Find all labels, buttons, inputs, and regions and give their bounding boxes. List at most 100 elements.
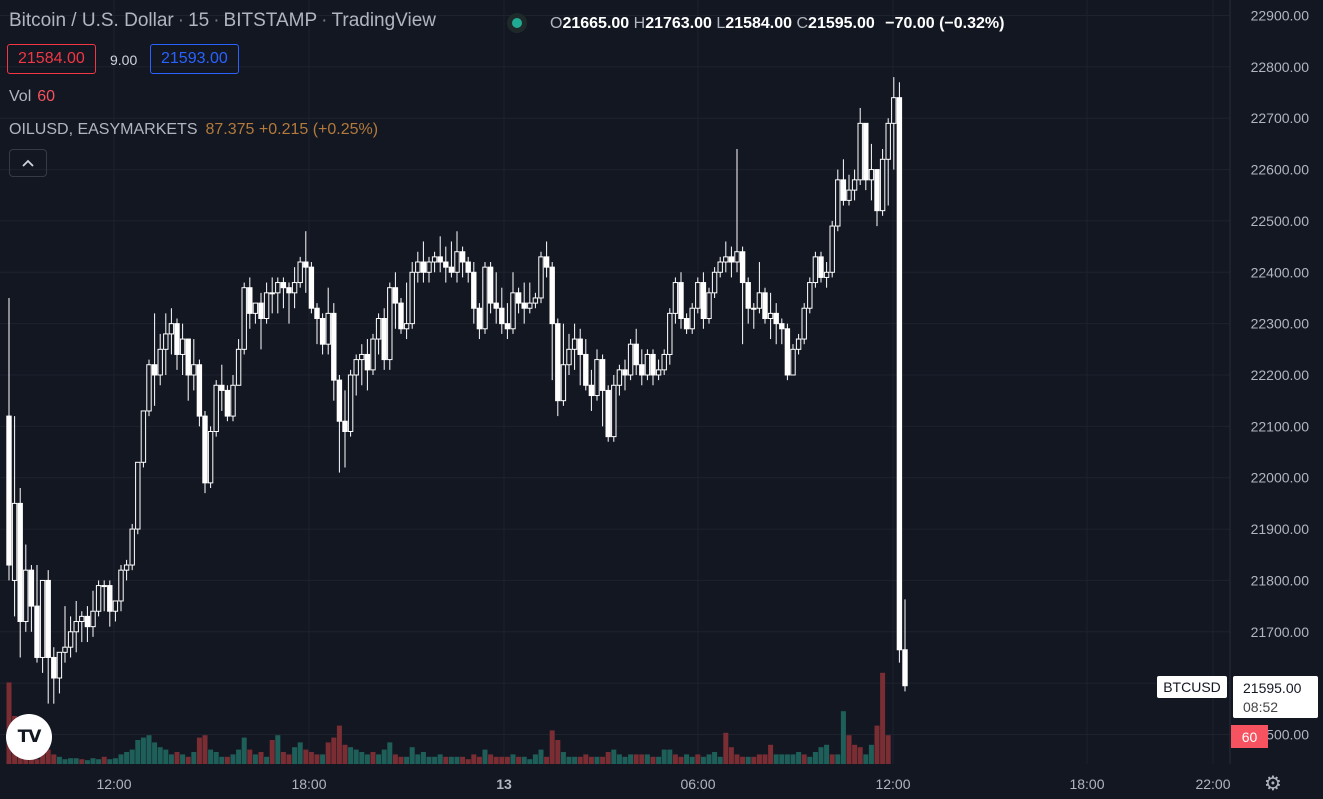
symbol-tag: BTCUSD [1157, 676, 1227, 698]
candle [258, 292, 264, 350]
candle [818, 251, 824, 283]
volume-bar [129, 749, 135, 764]
candle [751, 303, 757, 329]
candle [756, 262, 763, 314]
y-tick-label: 21800.00 [1251, 572, 1310, 588]
candle [885, 118, 891, 206]
candle [151, 313, 158, 406]
candle [398, 297, 404, 334]
gear-icon[interactable]: ⚙ [1264, 773, 1282, 795]
candle [672, 277, 679, 324]
sell-button[interactable]: 21584.00 [7, 44, 96, 74]
volume-bar [684, 754, 690, 764]
volume-bar [796, 752, 802, 764]
candle-body [807, 282, 813, 309]
candle [112, 600, 119, 622]
candle [263, 282, 270, 324]
candle [107, 580, 113, 627]
candle-body [67, 631, 74, 648]
candle-body [879, 158, 886, 212]
volume-bar [84, 760, 90, 764]
candle [95, 580, 102, 617]
y-tick-label: 22100.00 [1251, 418, 1310, 434]
candle [812, 251, 819, 288]
y-tick-label: 22700.00 [1251, 110, 1310, 126]
volume-bar [230, 754, 236, 764]
volume-bar [577, 756, 583, 764]
candle [762, 287, 768, 324]
volume-bar [432, 756, 438, 764]
candle-body [359, 353, 365, 361]
y-tick-label: 22600.00 [1251, 162, 1310, 178]
volume-bar [868, 744, 874, 764]
candle-body [336, 379, 343, 422]
candle [28, 565, 35, 632]
volume-bar [264, 756, 270, 764]
volume-bar [465, 759, 471, 764]
volume-legend[interactable]: Vol 60 [9, 88, 55, 106]
candle-body [28, 569, 35, 607]
candle-body [146, 364, 152, 412]
candle-body [555, 323, 561, 402]
high-value: 21763.00 [645, 15, 712, 32]
candle [560, 323, 567, 406]
volume-bar [252, 754, 258, 764]
volume-bar [499, 756, 505, 764]
candle-body [364, 353, 371, 371]
compare-symbol-price: 87.375 +0.215 (+0.25%) [205, 121, 379, 138]
candle [795, 333, 802, 355]
market-status-icon[interactable] [507, 13, 527, 33]
candle [700, 272, 707, 329]
candle-body [129, 528, 135, 566]
time-axis[interactable]: 12:00 18:00 13 06:00 12:00 18:00 22:00 [96, 776, 1230, 792]
candle [678, 272, 684, 329]
candle-body [700, 282, 707, 320]
volume-bar [51, 754, 57, 764]
candle-body [123, 564, 130, 571]
volume-bar [241, 737, 247, 764]
candle [571, 323, 578, 370]
volume-bar [387, 742, 393, 764]
candle [538, 251, 544, 304]
volume-bar [297, 742, 303, 764]
candle [823, 262, 830, 288]
candle-body [717, 261, 723, 273]
candle-body [420, 261, 427, 273]
volume-bar [723, 732, 729, 764]
candle [583, 339, 589, 391]
candle-body [622, 369, 628, 376]
candle [661, 349, 667, 375]
candle-body [286, 287, 292, 294]
candle [370, 333, 376, 375]
candle [241, 282, 247, 355]
y-tick-label: 22300.00 [1251, 316, 1310, 332]
candle [683, 313, 690, 334]
candle-body [874, 169, 880, 212]
tradingview-logo[interactable]: TV [6, 714, 52, 760]
volume-bar [728, 747, 734, 764]
compare-symbol-legend[interactable]: OILUSD, EASYMARKETS 87.375 +0.215 (+0.25%… [9, 121, 378, 139]
volume-bar [180, 754, 186, 764]
candle-body [398, 302, 404, 330]
volume-bar [409, 747, 415, 764]
candle [801, 303, 807, 345]
price-axis[interactable]: 22900.00 22800.00 22700.00 22600.00 22500.00… [1251, 8, 1310, 743]
volume-bar [521, 756, 527, 764]
candle [45, 570, 51, 704]
candle [706, 287, 712, 324]
symbol-legend[interactable]: Bitcoin / U.S. Dollar · 15 · BITSTAMP · Tradin… [9, 10, 436, 32]
candle-body [213, 384, 219, 432]
candle-body [319, 318, 326, 345]
collapse-legend-button[interactable] [9, 149, 47, 177]
candle-body [118, 569, 124, 602]
candle-body [185, 338, 191, 376]
candle [179, 323, 186, 375]
candle-body [112, 600, 119, 612]
candle [101, 580, 107, 612]
candle [807, 277, 813, 314]
candle-body [885, 122, 891, 160]
candle-body [678, 282, 684, 320]
volume-bar [756, 754, 762, 764]
buy-button[interactable]: 21593.00 [150, 44, 239, 74]
